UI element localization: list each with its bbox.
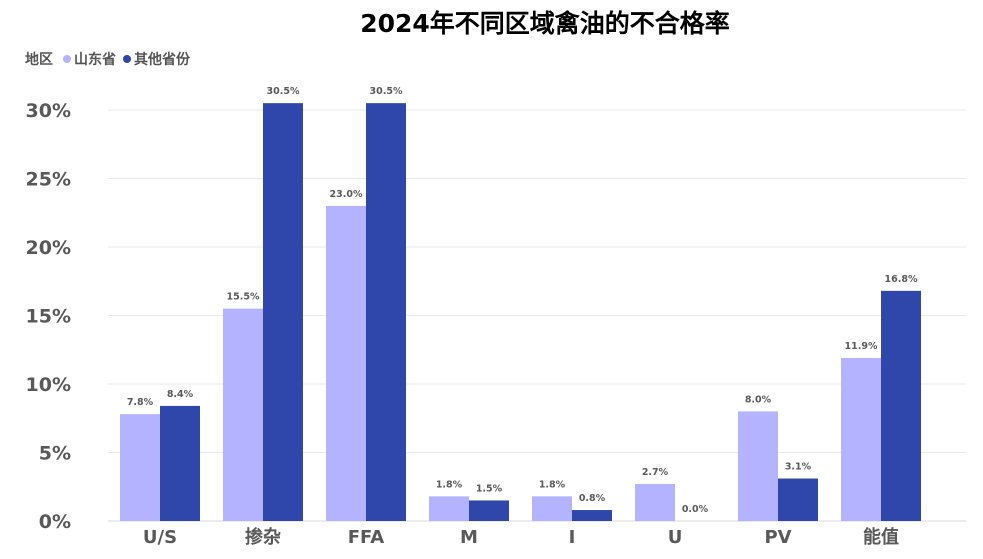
bar-series-1 bbox=[326, 205, 366, 521]
x-tick-label: I bbox=[569, 527, 576, 548]
data-labels: 7.8% 8.4% 15.5% 30.5% 23.0% 30.5% 1.8% 1.5% 1.8%… bbox=[127, 86, 918, 515]
x-axis-ticks: U/S 掺杂 FFA M I U PV 能值 bbox=[143, 526, 899, 548]
y-tick-label: 15% bbox=[26, 306, 71, 328]
data-label: 23.0% bbox=[330, 189, 363, 200]
data-label: 8.4% bbox=[167, 389, 194, 400]
bar-series-1 bbox=[635, 484, 675, 521]
data-label: 3.1% bbox=[785, 462, 812, 473]
x-tick-label: FFA bbox=[348, 527, 385, 548]
x-tick-label: M bbox=[460, 527, 478, 548]
bar-series-2 bbox=[881, 290, 921, 521]
data-label: 30.5% bbox=[267, 86, 300, 97]
data-label: 0.0% bbox=[682, 504, 709, 515]
data-label: 11.9% bbox=[845, 341, 878, 352]
data-label: 16.8% bbox=[885, 274, 918, 285]
y-tick-label: 10% bbox=[26, 374, 71, 396]
data-label: 7.8% bbox=[127, 397, 154, 408]
legend-title: 地区 bbox=[25, 51, 53, 68]
y-tick-label: 20% bbox=[26, 237, 71, 259]
bar-series-1 bbox=[738, 411, 778, 521]
data-label: 1.8% bbox=[436, 479, 463, 490]
legend-swatch-series-1 bbox=[63, 55, 71, 63]
data-label: 1.5% bbox=[476, 483, 503, 494]
data-label: 30.5% bbox=[370, 86, 403, 97]
x-tick-label: PV bbox=[764, 527, 791, 548]
data-label: 8.0% bbox=[745, 394, 772, 405]
data-label: 15.5% bbox=[227, 292, 260, 303]
bar-series-2 bbox=[366, 103, 406, 522]
bar-series-1 bbox=[532, 496, 572, 521]
data-label: 0.8% bbox=[579, 493, 606, 504]
legend-label-series-2: 其他省份 bbox=[134, 51, 191, 68]
legend-swatch-series-2 bbox=[123, 55, 131, 63]
chart-title: 2024年不同区域禽油的不合格率 bbox=[360, 9, 730, 38]
y-tick-label: 30% bbox=[26, 100, 71, 122]
bar-series-2 bbox=[469, 500, 509, 521]
bar-series-2 bbox=[263, 103, 303, 522]
bar-series-2 bbox=[572, 510, 612, 521]
x-tick-label: U bbox=[668, 527, 683, 548]
data-label: 1.8% bbox=[539, 479, 566, 490]
bar-series-1 bbox=[841, 357, 881, 521]
bar-series-2 bbox=[778, 478, 818, 521]
bar-series-1 bbox=[429, 496, 469, 521]
legend-label-series-1: 山东省 bbox=[74, 51, 116, 68]
bar-series-2 bbox=[160, 405, 200, 521]
y-tick-label: 25% bbox=[26, 169, 71, 191]
x-tick-label: 能值 bbox=[863, 526, 899, 548]
x-tick-label: U/S bbox=[143, 527, 177, 548]
y-axis-ticks: 0% 5% 10% 15% 20% 25% 30% bbox=[26, 100, 71, 533]
legend: 地区 山东省 其他省份 bbox=[25, 51, 191, 68]
bars bbox=[120, 103, 921, 522]
bar-series-1 bbox=[223, 308, 263, 521]
bar-series-1 bbox=[120, 414, 160, 521]
x-tick-label: 掺杂 bbox=[245, 526, 281, 548]
y-tick-label: 5% bbox=[39, 443, 71, 465]
data-label: 2.7% bbox=[642, 467, 669, 478]
y-tick-label: 0% bbox=[39, 511, 71, 533]
